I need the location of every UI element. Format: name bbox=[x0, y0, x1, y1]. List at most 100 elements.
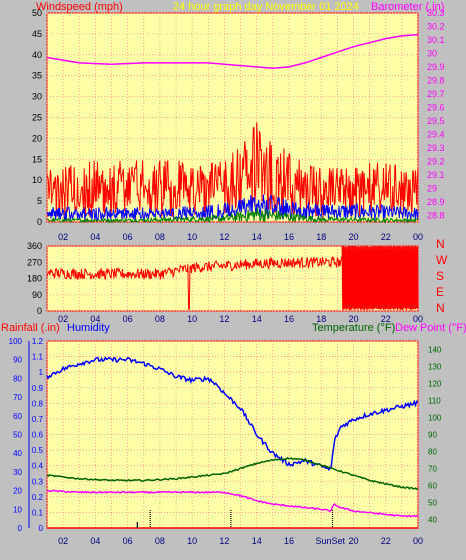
x-tick-label: 08 bbox=[155, 314, 165, 324]
x-tick-label: 14 bbox=[252, 314, 262, 324]
wind-direction-tick-label: 180 bbox=[27, 274, 42, 284]
temperature-tick-label: 90 bbox=[428, 431, 437, 440]
barometer-tick-label: 28.9 bbox=[427, 197, 445, 207]
calm-wind-series-line bbox=[46, 208, 419, 224]
humidity-axis-label: Humidity bbox=[67, 322, 110, 334]
x-tick-label: 20 bbox=[348, 232, 358, 242]
chart-title: 24 hour graph day November 01 2024 bbox=[173, 1, 359, 13]
x-tick-label: 04 bbox=[90, 536, 100, 546]
windspeed-tick-label: 15 bbox=[32, 154, 42, 164]
barometer-tick-label: 29.7 bbox=[427, 89, 445, 99]
x-tick-label: 04 bbox=[90, 314, 100, 324]
barometer-tick-label: 29.1 bbox=[427, 170, 445, 180]
temperature-tick-label: 80 bbox=[428, 448, 437, 457]
wind-barometer-series bbox=[46, 33, 419, 224]
x-tick-label: 14 bbox=[252, 232, 262, 242]
barometer-tick-label: 29.6 bbox=[427, 102, 445, 112]
x-tick-label: 20 bbox=[348, 314, 358, 324]
windspeed-tick-label: 10 bbox=[32, 175, 42, 185]
wind-direction-tick-label: 0 bbox=[37, 306, 42, 316]
rain-humidity-temperature-panel: 010203040506070809010000.10.20.30.40.50.… bbox=[9, 337, 442, 546]
compass-tick-label: E bbox=[436, 285, 444, 299]
x-tick-label: 22 bbox=[381, 314, 391, 324]
x-tick-label: 20 bbox=[348, 536, 358, 546]
wind-direction-tick-label: 360 bbox=[27, 241, 42, 251]
windspeed-tick-label: 30 bbox=[32, 92, 42, 102]
windspeed-tick-label: 35 bbox=[32, 71, 42, 81]
barometer-tick-label: 29.5 bbox=[427, 116, 445, 126]
humidity-tick-label: 50 bbox=[13, 431, 22, 440]
x-tick-label: 02 bbox=[58, 314, 68, 324]
humidity-tick-label: 60 bbox=[13, 412, 22, 421]
dewpoint-series-line bbox=[46, 489, 419, 518]
barometer-tick-label: 29.2 bbox=[427, 156, 445, 166]
rainfall-tick-label: 0.2 bbox=[32, 493, 44, 502]
rainfall-tick-label: 0.6 bbox=[32, 431, 44, 440]
x-tick-label: 00 bbox=[413, 314, 423, 324]
x-tick-label: 04 bbox=[90, 232, 100, 242]
wind-direction-series-line bbox=[46, 255, 343, 310]
sunrise-label: Sun bbox=[315, 536, 331, 546]
x-tick-label: 10 bbox=[187, 232, 197, 242]
humidity-tick-label: 100 bbox=[9, 337, 23, 346]
x-tick-label: 22 bbox=[381, 232, 391, 242]
rainfall-tick-label: 1.1 bbox=[32, 353, 44, 362]
x-tick-label: 14 bbox=[252, 536, 262, 546]
wind-barometer-panel: 0 5 10 15 20 25 30 35 40 45 50 28.8 28.9 29 29.1 29.2 29… bbox=[32, 8, 445, 242]
windspeed-axis-label: Windspeed (mph) bbox=[36, 1, 123, 13]
humidity-tick-label: 80 bbox=[13, 374, 22, 383]
rainfall-tick-label: 0 bbox=[39, 524, 44, 533]
humidity-tick-label: 70 bbox=[13, 393, 22, 402]
barometer-series-line bbox=[46, 33, 419, 70]
x-tick-label: 00 bbox=[413, 232, 423, 242]
humidity-series-line bbox=[46, 356, 419, 472]
dewpoint-axis-label: Dew Point (°F) bbox=[395, 322, 466, 334]
temperature-series-line bbox=[46, 456, 419, 491]
x-tick-label: 22 bbox=[381, 536, 391, 546]
wind-direction-tick-label: 270 bbox=[27, 257, 42, 267]
humidity-tick-label: 40 bbox=[13, 449, 22, 458]
x-tick-label: 12 bbox=[219, 232, 229, 242]
barometer-tick-label: 30.1 bbox=[427, 35, 445, 45]
x-tick-label: 06 bbox=[123, 536, 133, 546]
rainfall-tick-label: 0.9 bbox=[32, 384, 44, 393]
temperature-tick-label: 110 bbox=[428, 397, 441, 406]
temperature-tick-label: 140 bbox=[428, 346, 442, 355]
x-tick-label: 18 bbox=[316, 314, 326, 324]
temperature-tick-label: 120 bbox=[428, 380, 442, 389]
barometer-tick-label: 29.4 bbox=[427, 129, 445, 139]
temperature-tick-label: 70 bbox=[428, 465, 437, 474]
humidity-tick-label: 10 bbox=[13, 505, 22, 514]
x-tick-label: 16 bbox=[284, 536, 294, 546]
rainfall-tick-label: 0.7 bbox=[32, 415, 44, 424]
temperature-tick-label: 100 bbox=[428, 414, 442, 423]
x-tick-label: 02 bbox=[58, 536, 68, 546]
wind-barometer-tick-labels: 0 5 10 15 20 25 30 35 40 45 50 28.8 28.9 29 29.1 29.2 29… bbox=[32, 8, 445, 242]
x-tick-label: 00 bbox=[413, 536, 423, 546]
windspeed-tick-label: 40 bbox=[32, 50, 42, 60]
rainfall-tick-label: 0.8 bbox=[32, 399, 44, 408]
x-tick-label: 16 bbox=[284, 314, 294, 324]
humidity-tick-label: 30 bbox=[13, 468, 22, 477]
temperature-tick-label: 40 bbox=[428, 516, 437, 525]
x-tick-label: 06 bbox=[123, 314, 133, 324]
x-tick-label: 12 bbox=[219, 314, 229, 324]
temperature-tick-label: 130 bbox=[428, 363, 442, 372]
temperature-tick-label: 50 bbox=[428, 499, 437, 508]
temperature-tick-label: 60 bbox=[428, 482, 437, 491]
compass-tick-label: S bbox=[436, 269, 444, 283]
rainfall-tick-label: 0.4 bbox=[32, 462, 44, 471]
wind-direction-tick-label: 90 bbox=[32, 290, 42, 300]
barometer-tick-label: 30.2 bbox=[427, 21, 445, 31]
rainfall-tick-label: 0.3 bbox=[32, 477, 44, 486]
rainfall-tick-label: 1.2 bbox=[32, 337, 44, 346]
windspeed-tick-label: 50 bbox=[32, 8, 42, 18]
rain-humidity-temperature-tick-labels: 010203040506070809010000.10.20.30.40.50.… bbox=[9, 337, 442, 546]
wind-direction-series bbox=[46, 245, 419, 311]
windspeed-tick-label: 0 bbox=[37, 217, 42, 227]
x-tick-label: 08 bbox=[155, 232, 165, 242]
compass-tick-label: W bbox=[436, 253, 448, 267]
